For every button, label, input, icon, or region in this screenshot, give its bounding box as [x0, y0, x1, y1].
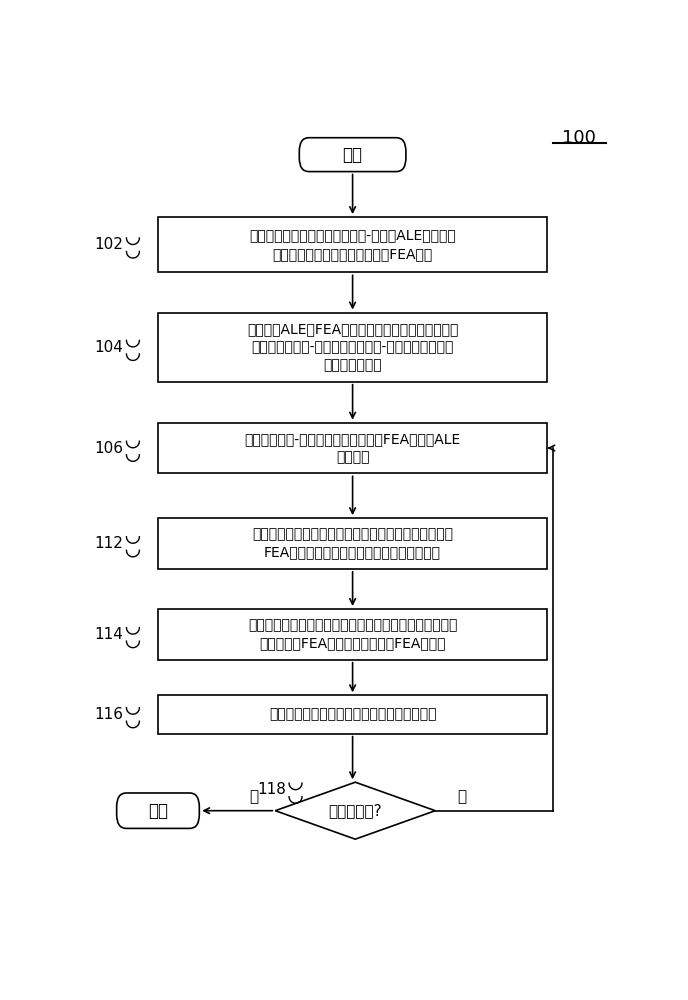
Text: 接收代表具有多个任意拉格朗日-欧拉（ALE）单元的
物理定义域（例如，流体场）的FEA模型: 接收代表具有多个任意拉格朗日-欧拉（ALE）单元的 物理定义域（例如，流体场）的… [249, 229, 456, 261]
Text: 100: 100 [562, 129, 596, 147]
Text: 在检测到用户-限定的触发条件时执行FEA模型的ALE
单元细分: 在检测到用户-限定的触发条件时执行FEA模型的ALE 单元细分 [244, 432, 461, 464]
Bar [158, 609, 547, 660]
Text: 是: 是 [249, 789, 259, 804]
Bar [158, 423, 547, 473]
Bar [158, 695, 547, 734]
Bar [158, 313, 547, 382]
Bar [158, 217, 547, 272]
Text: 118: 118 [257, 782, 286, 797]
Text: 使用基于ALE的FEA，开始服从于用户指定条件的物
理定义域的时间-推进模拟，该时间-推进模拟在多个时
间步长中被进行: 使用基于ALE的FEA，开始服从于用户指定条件的物 理定义域的时间-推进模拟，该… [247, 322, 458, 373]
Text: 模拟的终止?: 模拟的终止? [328, 803, 382, 818]
Text: 否: 否 [458, 789, 466, 804]
Text: 116: 116 [94, 707, 123, 722]
Text: 112: 112 [94, 536, 123, 551]
Text: 102: 102 [94, 237, 123, 252]
Text: 在每个时间步长的第一解阶段（拉格朗日阶段）中获得
FEA模型的变形的节点位置的形式的模拟反应: 在每个时间步长的第一解阶段（拉格朗日阶段）中获得 FEA模型的变形的节点位置的形… [252, 527, 453, 560]
Text: 可选地再次组合之前细分的、不再需要的单元: 可选地再次组合之前细分的、不再需要的单元 [269, 707, 436, 721]
Polygon shape [275, 782, 436, 839]
Text: 106: 106 [94, 441, 123, 456]
FancyBboxPatch shape [299, 138, 406, 172]
Text: 104: 104 [94, 340, 123, 355]
Text: 在每个时间步长的第二解阶段（平流阶段）中将模拟反应
映射到另一FEA网络（例如，原始FEA网络）: 在每个时间步长的第二解阶段（平流阶段）中将模拟反应 映射到另一FEA网络（例如，… [248, 618, 458, 651]
Text: 114: 114 [94, 627, 123, 642]
Text: 结束: 结束 [148, 802, 168, 820]
Bar [158, 518, 547, 569]
Text: 开始: 开始 [343, 146, 363, 164]
FancyBboxPatch shape [117, 793, 200, 828]
